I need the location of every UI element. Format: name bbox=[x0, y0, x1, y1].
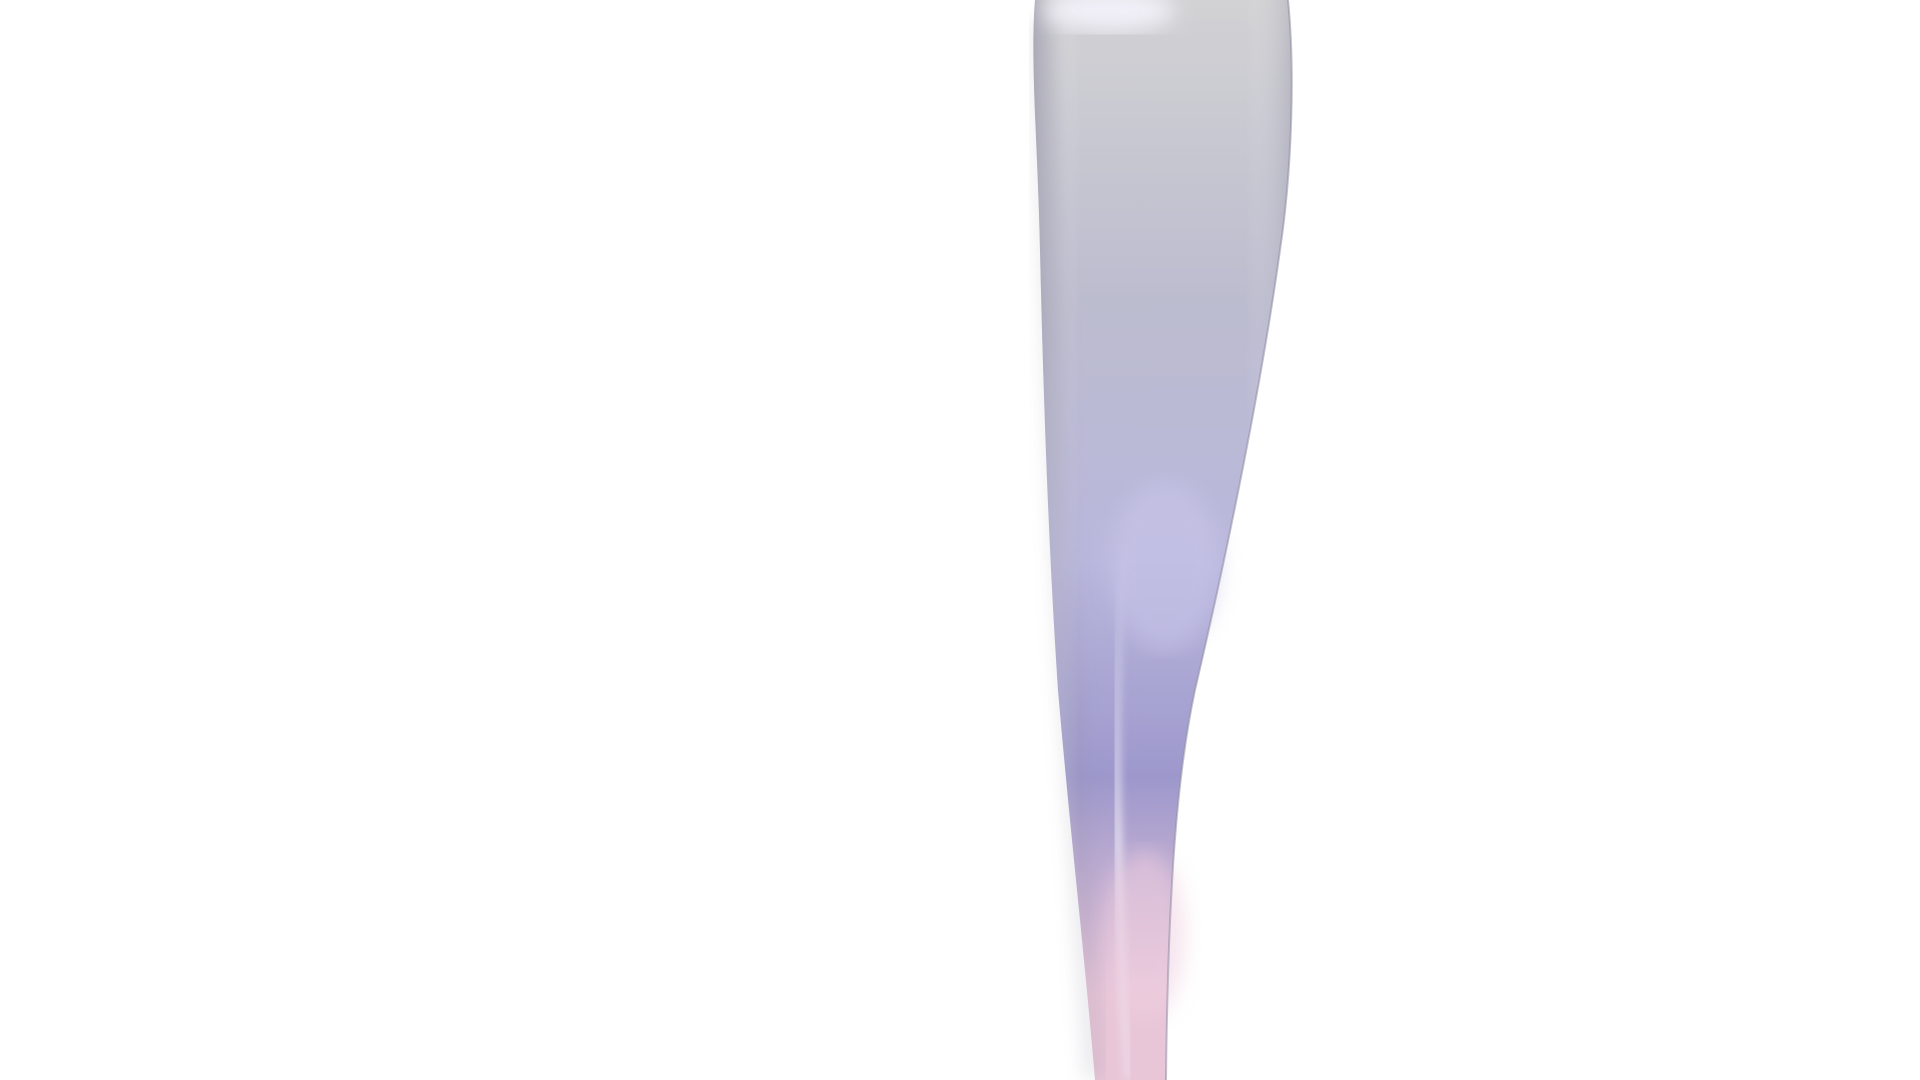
ribbon-top-highlight bbox=[1045, 0, 1175, 32]
ribbon-right-edge bbox=[1165, 0, 1293, 1080]
ribbon-left-edge-shadow bbox=[1032, 19, 1103, 1080]
ribbon-pink-glow bbox=[1105, 850, 1185, 1020]
ribbon-lavender-glow bbox=[1110, 480, 1220, 650]
